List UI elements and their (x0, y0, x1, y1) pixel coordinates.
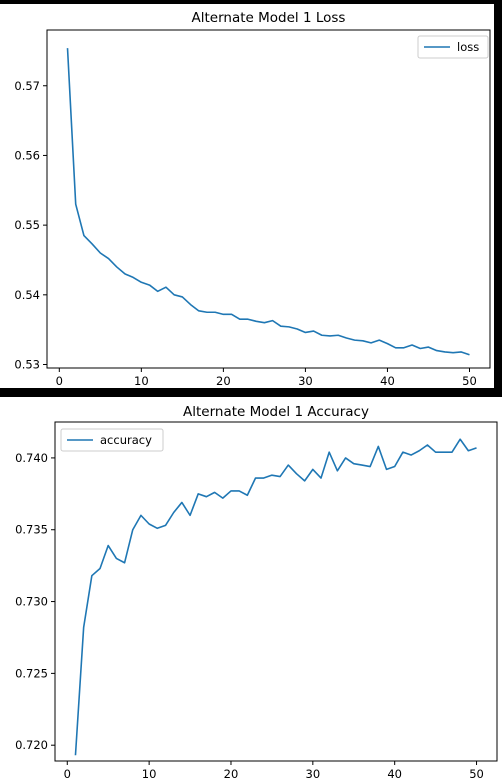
loss-chart: Alternate Model 1 Loss 0 10 20 30 40 50 0.53 0.5… (14, 10, 491, 388)
accuracy-chart-panel: Alternate Model 1 Accuracy 0 10 20 30 40 50 0.7… (0, 397, 502, 784)
plot-frame (54, 421, 498, 762)
y-tick-label: 0.730 (15, 595, 48, 609)
x-tick-label: 20 (216, 374, 231, 388)
y-tick-label: 0.740 (15, 451, 48, 465)
x-tick-label: 40 (387, 767, 402, 781)
legend-label: loss (457, 40, 479, 54)
x-tick-label: 10 (134, 374, 149, 388)
x-tick-label: 30 (306, 767, 321, 781)
x-tick-label: 50 (462, 374, 477, 388)
x-tick-label: 10 (142, 767, 157, 781)
y-tick-label: 0.735 (15, 523, 48, 537)
x-tick-label: 30 (298, 374, 313, 388)
x-tick-label: 50 (469, 767, 484, 781)
y-tick-label: 0.720 (15, 738, 48, 752)
accuracy-chart: Alternate Model 1 Accuracy 0 10 20 30 40 50 0.7… (15, 404, 498, 781)
series-line-accuracy (74, 438, 477, 756)
chart-title: Alternate Model 1 Loss (192, 10, 346, 26)
y-tick-label: 0.725 (15, 666, 48, 680)
y-tick-label: 0.53 (14, 358, 40, 372)
legend-box (60, 428, 164, 452)
plot-frame (46, 29, 491, 369)
y-tick-label: 0.54 (14, 288, 40, 302)
chart-title: Alternate Model 1 Accuracy (183, 404, 369, 420)
legend-box (417, 35, 489, 59)
legend: loss (417, 35, 489, 59)
x-tick-label: 20 (224, 767, 239, 781)
y-tick-label: 0.56 (14, 148, 40, 162)
y-tick-label: 0.57 (14, 79, 40, 93)
x-tick-label: 40 (380, 374, 395, 388)
x-tick-label: 0 (64, 767, 71, 781)
legend-label: accuracy (100, 433, 152, 447)
y-tick-label: 0.55 (14, 218, 40, 232)
x-tick-label: 0 (56, 374, 63, 388)
legend: accuracy (60, 428, 164, 452)
series-line-loss (66, 48, 470, 356)
loss-chart-panel: Alternate Model 1 Loss 0 10 20 30 40 50 0.53 0.5… (0, 4, 494, 388)
